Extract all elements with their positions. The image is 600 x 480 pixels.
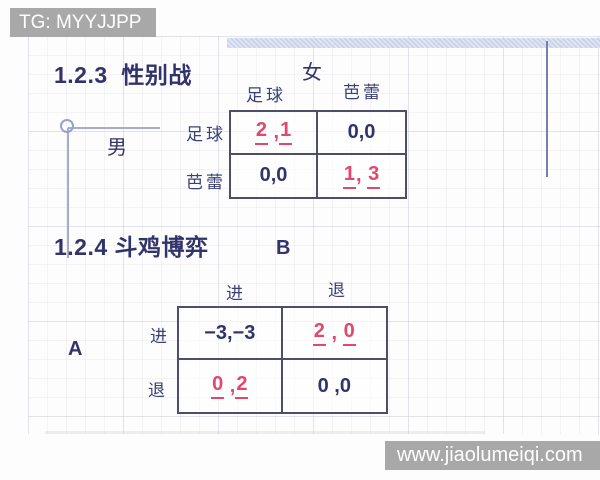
payoff-value: 0 [347,120,359,143]
payoff-cell-retreat-retreat: 0 ,0 [283,360,387,412]
section2-row-label-1: 进 [150,327,170,346]
payoff-value: 2 [254,119,268,146]
site-watermark-badge: www.jiaolumeiqi.com [385,441,600,470]
section2-column-player: B [276,237,291,259]
section1-column-label-1: 足球 [246,86,286,105]
tg-watermark-text: TG: MYYJJPP [19,11,142,33]
highlight-strip [227,38,600,48]
payoff-value: 2 [235,373,249,399]
section2-row-player: A [68,338,83,360]
payoff-value: −3 [204,321,227,344]
margin-line-right [546,41,548,177]
payoff-separator: , [328,374,340,397]
annotation-vline [67,128,69,258]
payoff-separator: , [226,321,233,344]
payoff-cell-ballet-soccer: 0,0 [231,154,318,197]
payoff-value: −3 [232,321,256,344]
tg-watermark-badge: TG: MYYJJPP [10,8,156,37]
payoff-value: 0 [339,374,351,397]
section2-heading: 1.2.4 斗鸡博弈 [54,234,209,260]
payoff-separator: , [224,374,236,397]
payoff-separator: , [267,120,280,143]
payoff-cell-ballet-ballet: 1, 3 [318,155,405,198]
payoff-value: 0 [317,374,329,397]
payoff-cell-soccer-ballet: 0,0 [318,112,405,155]
site-watermark-text: www.jiaolumeiqi.com [397,444,583,466]
payoff-value: 0 [211,373,225,399]
page-bottom-edge [45,431,485,434]
payoff-value: 1 [279,119,293,146]
section1-heading: 1.2.3 性别战 [54,62,192,88]
section2-column-label-1: 进 [226,284,246,303]
payoff-cell-soccer-soccer: 2 ,1 [231,112,318,155]
payoff-value: 0 [276,164,288,187]
section1-row-player: 男 [107,137,127,159]
payoff-value: 0 [342,320,356,346]
annotation-anchor-circle [60,119,74,133]
payoff-value: 0 [259,164,271,187]
payoff-value: 2 [312,320,326,346]
payoff-separator: , [270,164,277,187]
payoff-cell-advance-advance: −3, −3 [179,308,283,360]
section1-column-label-2: 芭蕾 [343,83,383,102]
section1-column-player: 女 [302,62,322,84]
payoff-separator: , [325,321,343,344]
payoff-cell-advance-retreat: 2 , 0 [282,308,386,360]
payoff-cell-retreat-advance: 0 ,2 [179,360,283,412]
payoff-separator: , [355,164,368,187]
payoff-separator: , [358,120,365,143]
payoff-matrix-chicken: −3, −3 2 , 0 0 ,2 0 ,0 [177,306,388,414]
section2-row-label-2: 退 [148,381,168,400]
section2-column-label-2: 退 [328,281,348,300]
payoff-value: 1 [342,163,356,189]
payoff-value: 0 [364,120,376,143]
payoff-value: 3 [367,163,381,189]
payoff-matrix-sexes: 2 ,1 0,0 0,0 1, 3 [229,110,407,199]
section1-row-label-2: 芭蕾 [186,173,226,192]
section1-row-label-1: 足球 [186,125,226,144]
annotation-hline [68,127,160,129]
